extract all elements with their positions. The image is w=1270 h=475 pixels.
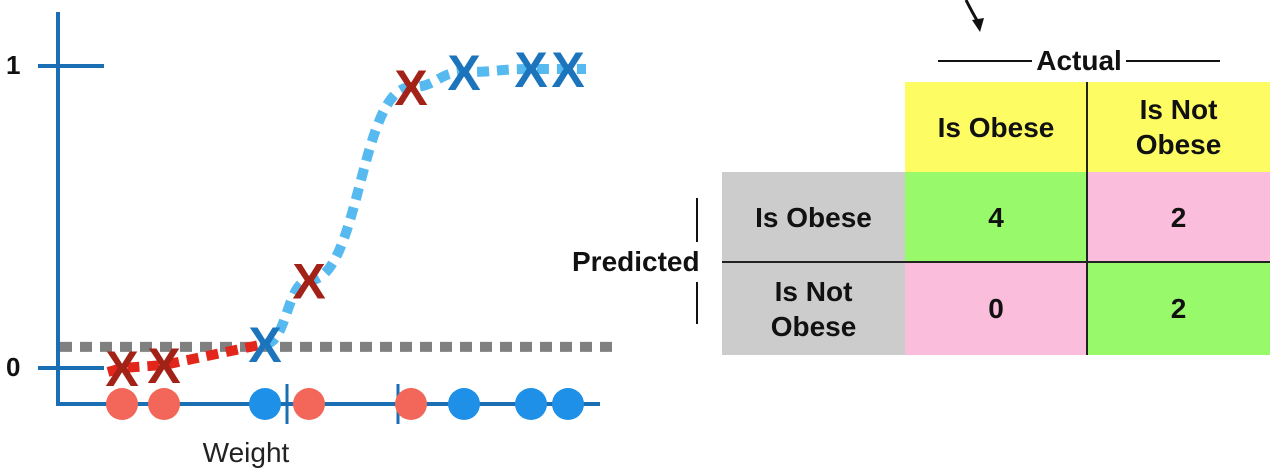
cell-true-positive: 4 <box>905 172 1087 262</box>
prediction-mark-4: X <box>292 253 325 309</box>
cell-false-positive: 2 <box>1087 172 1270 262</box>
matrix-divider-vertical <box>1086 82 1088 355</box>
sample-dot-4 <box>293 388 325 420</box>
prediction-mark-8: X <box>551 42 584 98</box>
logistic-curve-group <box>106 64 586 377</box>
sample-dot-5 <box>395 388 427 420</box>
prediction-mark-7: X <box>514 42 547 98</box>
row-header-is-not-obese: Is Not Obese <box>722 262 905 355</box>
cell-true-negative: 2 <box>1087 262 1270 355</box>
actual-header: Actual <box>938 44 1221 78</box>
prediction-marks-group: X X XXX X X X <box>105 42 584 397</box>
prediction-mark-5: X <box>394 60 427 116</box>
predicted-label: Predicted <box>572 246 700 277</box>
down-arrow-icon <box>964 0 984 32</box>
prediction-mark-2: X <box>147 338 180 394</box>
matrix-divider-horizontal <box>722 261 1270 263</box>
sample-dot-1 <box>106 388 138 420</box>
sample-dot-3 <box>249 388 281 420</box>
sample-dot-6 <box>448 388 480 420</box>
y-tick-label-0: 0 <box>6 352 20 382</box>
y-tick-label-1: 1 <box>6 50 20 80</box>
sample-dot-8 <box>552 388 584 420</box>
sample-dots-group <box>106 388 584 420</box>
actual-line-left <box>938 60 1033 62</box>
row-header-is-obese: Is Obese <box>722 172 905 262</box>
predicted-bracket-bottom <box>696 282 698 324</box>
col-header-is-obese: Is Obese <box>905 82 1087 172</box>
logistic-curve-high-segment <box>263 64 586 349</box>
logistic-curve-low-segment <box>106 338 267 377</box>
cell-false-negative: 0 <box>905 262 1087 355</box>
actual-line-right <box>1125 60 1221 62</box>
col-header-is-not-obese: Is Not Obese <box>1087 82 1270 172</box>
logistic-regression-plot: X X XXX X X X 1 0 Weight <box>6 12 612 468</box>
sample-dot-2 <box>148 388 180 420</box>
prediction-mark-3: X <box>248 317 281 373</box>
prediction-mark-1: X <box>105 341 138 397</box>
sample-dot-7 <box>515 388 547 420</box>
prediction-mark-6: X <box>447 45 480 101</box>
actual-label: Actual <box>1036 45 1122 76</box>
predicted-bracket-top <box>696 198 698 242</box>
x-axis-label: Weight <box>203 437 290 468</box>
